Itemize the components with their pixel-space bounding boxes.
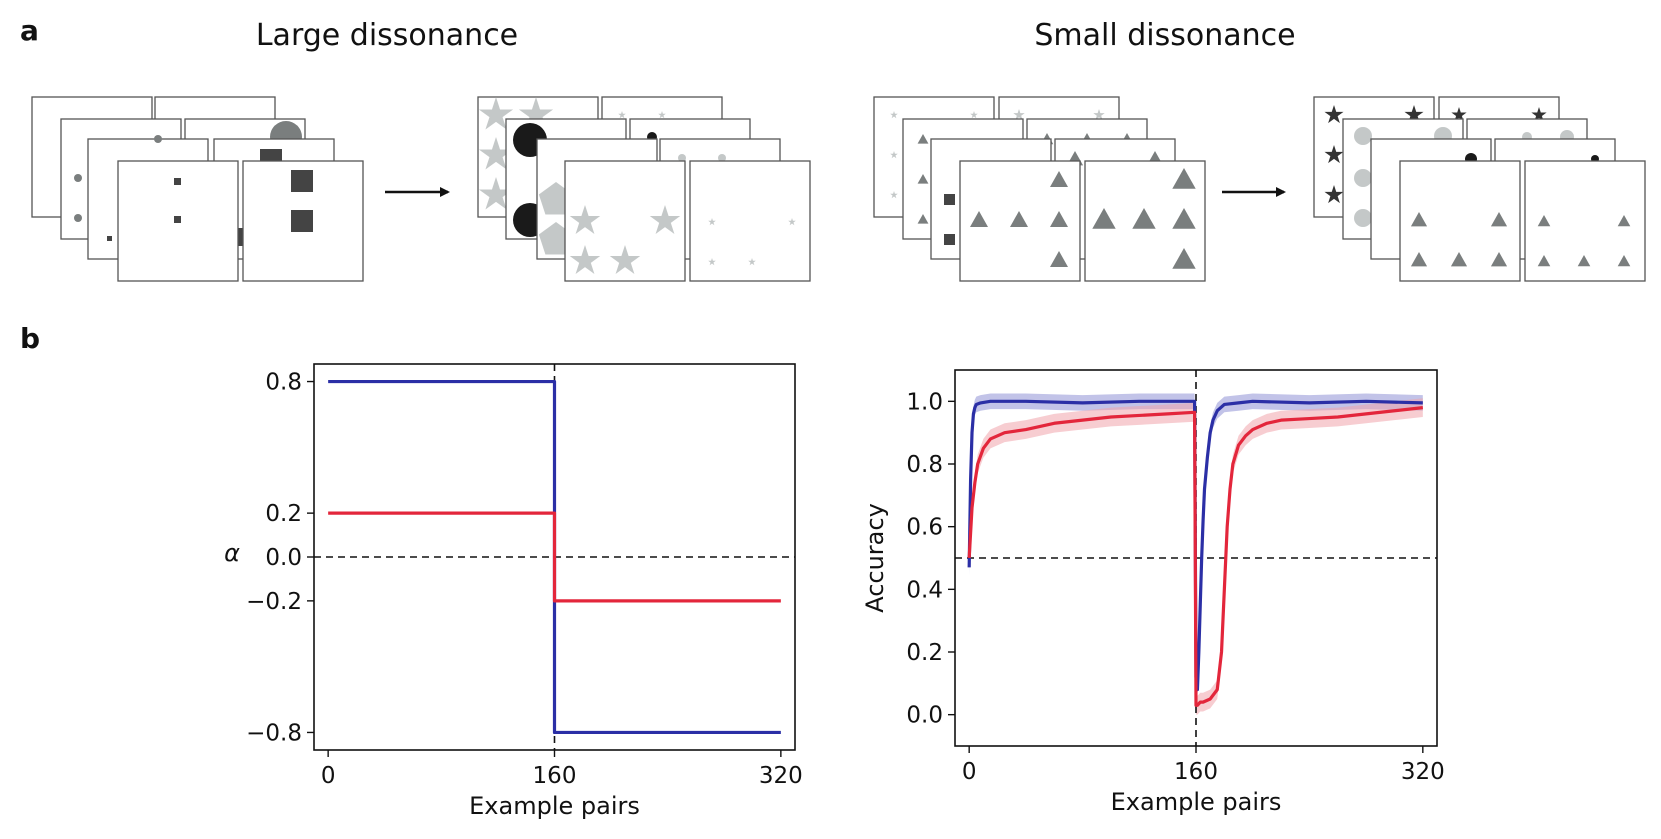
large-dissonance-title: Large dissonance: [255, 18, 519, 53]
chart0-ytick-label: −0.8: [246, 720, 302, 746]
chart1-xtick-label: 320: [1401, 759, 1445, 785]
chart1-series-small-dissonance: [967, 406, 1423, 707]
panel-letter-a: a: [20, 14, 39, 47]
chart0-xtick-label: 320: [759, 763, 803, 789]
chart1-xtick-label: 0: [962, 759, 977, 785]
chart1-ytick-label: 0.8: [906, 452, 943, 478]
chart1-xlabel: Example pairs: [1111, 788, 1282, 816]
small-target-deck: [1313, 96, 1646, 282]
chart0-xtick-label: 160: [533, 763, 577, 789]
chart1-ytick-label: 0.2: [906, 640, 943, 666]
chart0-ytick-label: 0.8: [265, 370, 302, 396]
panel-letter-b: b: [20, 322, 41, 355]
chart0-ytick-label: 0.0: [265, 545, 302, 571]
chart0-ytick-label: 0.2: [265, 501, 302, 527]
chart1-series-large-dissonance: [967, 399, 1423, 692]
chart0-series-small-dissonance: [328, 511, 781, 603]
chart1-ytick-label: 0.4: [906, 577, 943, 603]
chart1-ytick-label: 0.0: [906, 703, 943, 729]
chart0-ytick-label: −0.2: [246, 589, 302, 615]
chart1-xtick-label: 160: [1174, 759, 1218, 785]
dissonance-illustration: [31, 96, 1646, 282]
chart1-ylabel: Accuracy: [861, 503, 889, 613]
chart1-ytick-label: 1.0: [906, 389, 943, 415]
chart0-ylabel: α: [224, 539, 240, 567]
small-source-deck: [873, 96, 1206, 282]
large-target-deck: [477, 96, 811, 282]
chart0-xlabel: Example pairs: [469, 792, 640, 820]
chart1-ytick-label: 0.6: [906, 515, 943, 541]
small-dissonance-title: Small dissonance: [1034, 18, 1296, 53]
large-source-deck: [31, 96, 364, 282]
chart0-xtick-label: 0: [321, 763, 336, 789]
